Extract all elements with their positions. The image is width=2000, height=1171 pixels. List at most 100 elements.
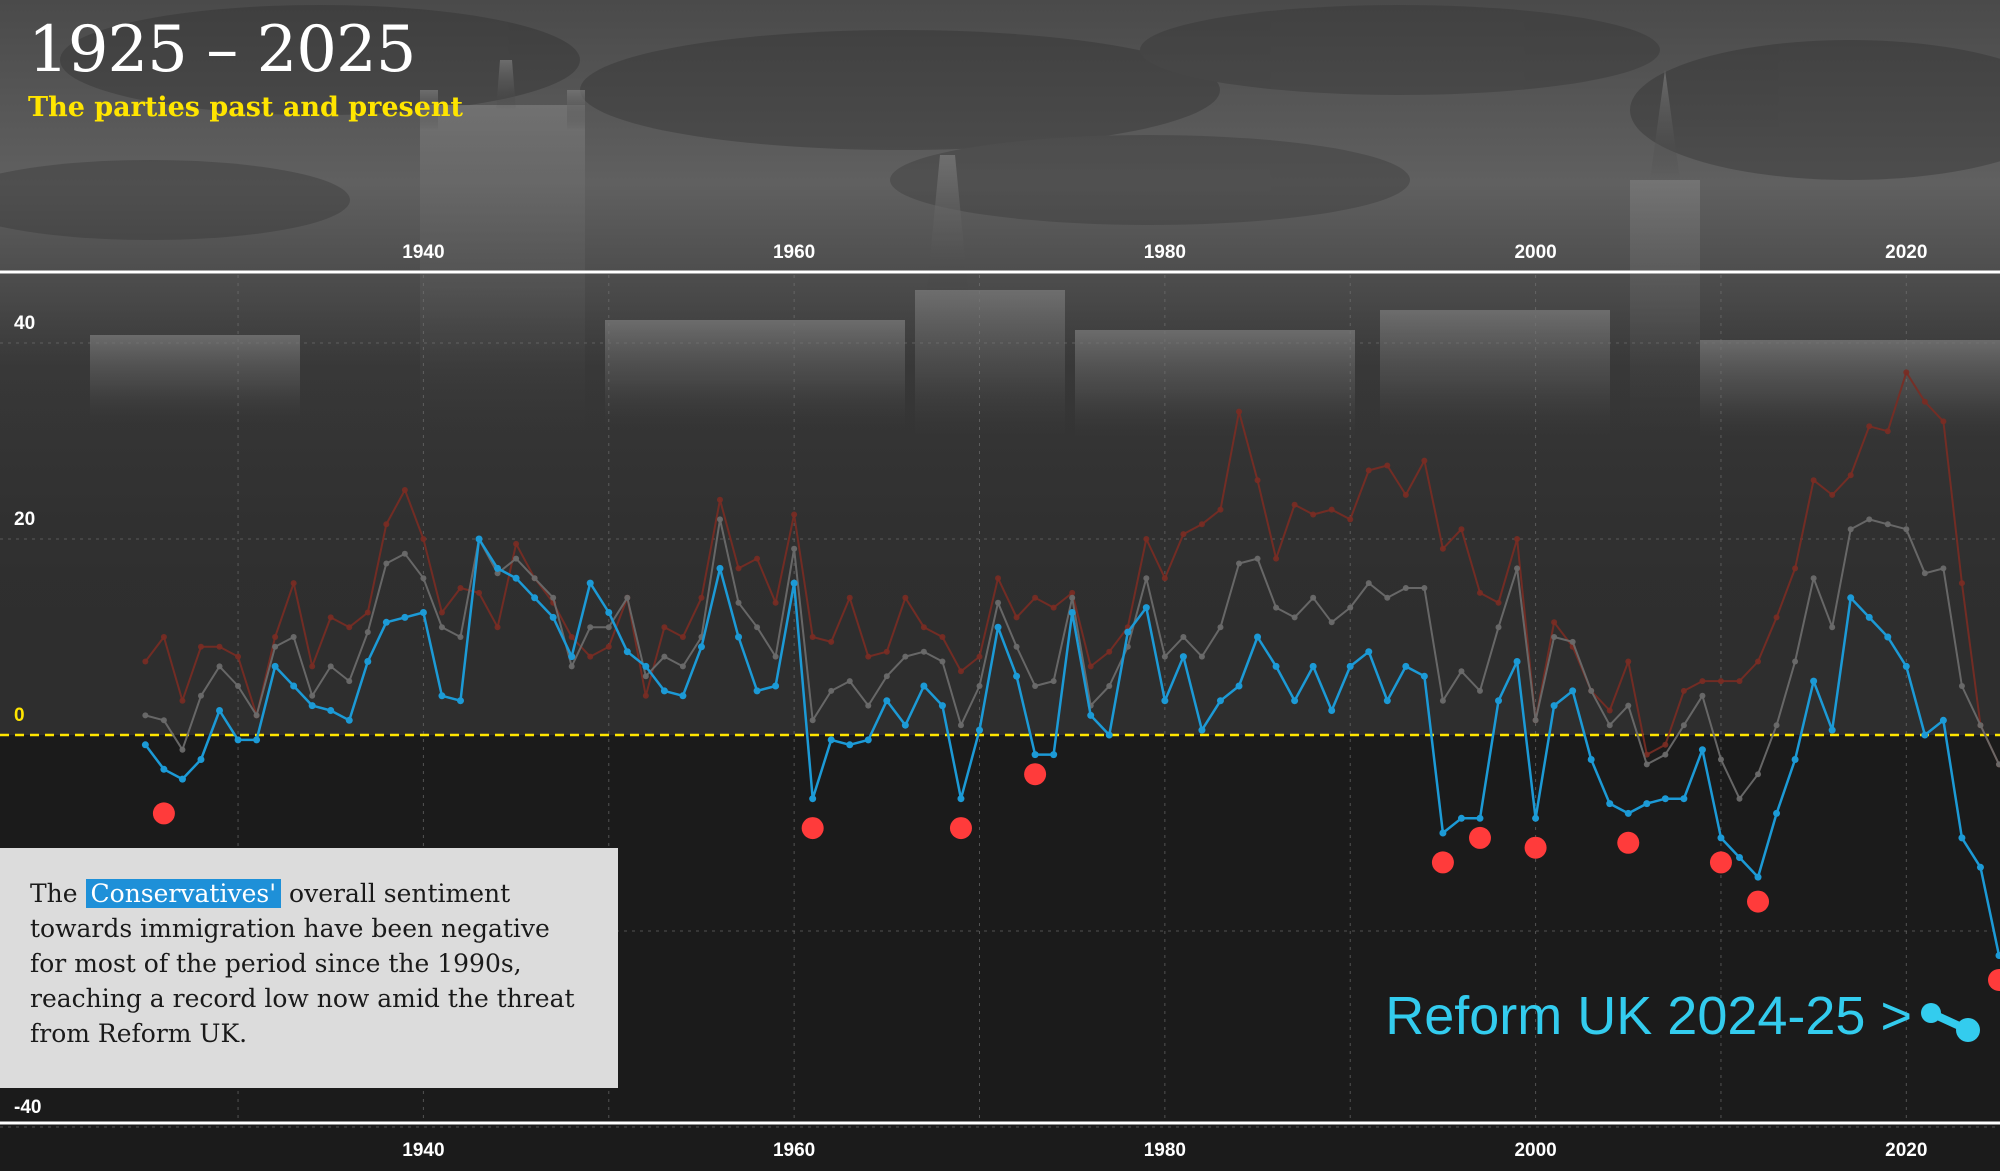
data-point-grey	[1792, 658, 1799, 665]
data-point-grey	[383, 560, 390, 567]
data-point-grey	[457, 634, 464, 640]
parliament-silhouette	[90, 60, 2000, 440]
data-point-red	[179, 697, 186, 704]
data-point-grey	[235, 683, 242, 689]
data-point-conservative	[846, 741, 854, 749]
data-point-red	[216, 643, 223, 650]
data-point-red	[1680, 687, 1687, 694]
data-point-conservative	[1958, 834, 1966, 842]
data-point-red	[1792, 565, 1799, 572]
data-point-red	[1884, 428, 1891, 435]
data-point-conservative	[586, 579, 594, 587]
data-point-conservative	[772, 682, 780, 690]
data-point-grey	[679, 663, 686, 670]
data-point-conservative	[216, 707, 224, 714]
x-tick-label-bottom: 1940	[402, 1140, 444, 1161]
data-point-grey	[1310, 594, 1317, 601]
data-point-grey	[1495, 624, 1502, 631]
data-point-red	[902, 594, 909, 601]
data-point-grey	[1217, 624, 1224, 631]
data-point-red	[142, 658, 149, 665]
data-point-grey	[865, 702, 872, 709]
data-point-red	[754, 555, 761, 562]
negative-marker	[949, 817, 972, 840]
data-point-red	[1236, 408, 1243, 415]
data-point-conservative	[1791, 756, 1799, 763]
data-point-conservative	[1216, 697, 1224, 705]
data-point-grey	[642, 673, 649, 680]
data-point-red	[1198, 521, 1205, 528]
annotation-text-before: The	[30, 879, 86, 908]
data-point-conservative	[178, 775, 186, 783]
data-point-conservative	[920, 682, 928, 690]
data-point-conservative	[160, 765, 168, 773]
data-point-conservative	[1198, 726, 1206, 734]
data-point-grey	[1254, 555, 1261, 562]
data-point-grey	[531, 575, 538, 582]
data-point-grey	[1180, 634, 1187, 640]
data-point-grey	[1421, 585, 1428, 591]
data-point-red	[995, 575, 1002, 582]
data-point-conservative	[1476, 814, 1484, 822]
data-point-red	[1384, 462, 1391, 469]
data-point-conservative	[716, 564, 724, 572]
data-point-red	[1013, 614, 1020, 621]
data-point-red	[1180, 531, 1187, 538]
conservatives-highlight: Conservatives'	[85, 879, 282, 908]
data-point-grey	[846, 678, 853, 685]
data-point-grey	[1384, 594, 1391, 601]
data-point-red	[828, 638, 835, 645]
data-point-conservative	[1031, 751, 1039, 759]
data-point-grey	[1736, 795, 1743, 802]
data-point-conservative	[1254, 633, 1262, 641]
data-point-red	[846, 594, 853, 601]
data-point-conservative	[364, 658, 372, 665]
data-point-conservative	[660, 687, 668, 695]
data-point-red	[1032, 594, 1039, 601]
data-point-conservative	[475, 535, 483, 543]
data-point-grey	[1996, 761, 2000, 768]
data-point-conservative	[1383, 697, 1391, 705]
data-point-conservative	[1976, 863, 1984, 871]
data-point-red	[1087, 663, 1094, 670]
data-point-grey	[791, 545, 798, 552]
data-point-red	[1551, 619, 1558, 626]
data-point-grey	[735, 599, 742, 606]
data-point-conservative	[735, 633, 743, 641]
data-point-conservative	[1402, 662, 1410, 670]
y-tick-label: 0	[14, 705, 25, 726]
data-point-grey	[902, 653, 909, 660]
data-point-grey	[1569, 638, 1576, 645]
data-point-grey	[1013, 643, 1020, 650]
data-point-conservative	[290, 682, 298, 690]
data-point-conservative	[1735, 854, 1743, 861]
data-point-grey	[809, 717, 816, 724]
data-point-conservative	[1495, 697, 1503, 705]
data-point-grey	[160, 717, 167, 724]
data-point-grey	[1291, 614, 1298, 621]
data-point-red	[1310, 511, 1317, 518]
data-point-red	[1291, 501, 1298, 508]
data-point-red	[1773, 614, 1780, 621]
reform-uk-label[interactable]: Reform UK 2024-25 >	[1385, 986, 1912, 1046]
data-point-red	[160, 634, 167, 640]
data-point-red	[1625, 658, 1632, 665]
data-point-red	[1921, 398, 1928, 405]
data-point-conservative	[1902, 662, 1910, 670]
data-point-red	[1810, 477, 1817, 484]
data-point-red	[364, 609, 371, 616]
x-tick-label-bottom: 1960	[773, 1140, 815, 1161]
data-point-grey	[494, 570, 501, 577]
data-point-conservative	[549, 613, 557, 621]
data-point-red	[235, 653, 242, 660]
data-point-grey	[1773, 722, 1780, 729]
data-point-red	[346, 624, 353, 631]
data-point-conservative	[809, 795, 817, 803]
data-point-conservative	[1235, 682, 1243, 690]
data-point-conservative	[1346, 662, 1354, 670]
data-point-red	[791, 511, 798, 518]
data-point-conservative	[1680, 795, 1688, 803]
data-point-red	[513, 540, 520, 547]
data-point-grey	[346, 678, 353, 685]
data-point-grey	[939, 658, 946, 665]
